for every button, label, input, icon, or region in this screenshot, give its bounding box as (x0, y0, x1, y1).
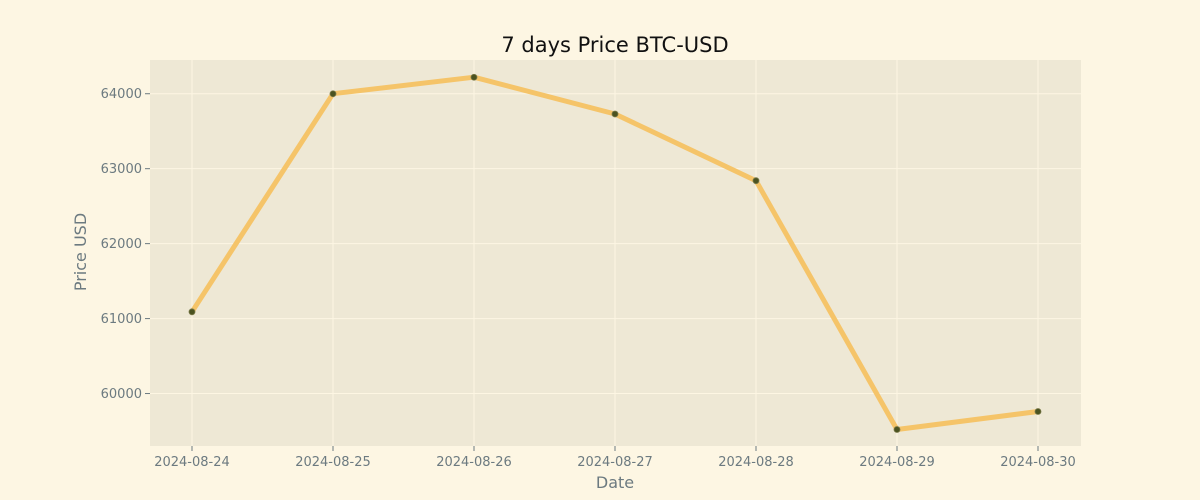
data-point (611, 110, 619, 118)
data-point (188, 308, 196, 316)
series-layer (188, 73, 1042, 433)
x-tick-label: 2024-08-25 (295, 455, 371, 470)
data-point (470, 73, 478, 81)
y-axis-label: Price USD (71, 213, 90, 291)
x-tick-label: 2024-08-28 (718, 455, 794, 470)
x-tick-label: 2024-08-24 (154, 455, 230, 470)
x-tick-label: 2024-08-26 (436, 455, 512, 470)
data-point (893, 426, 901, 433)
data-point (752, 177, 760, 185)
grid-lines (150, 60, 1081, 446)
data-point (329, 90, 337, 98)
y-tick-label: 64000 (101, 87, 142, 102)
y-axis-ticks: 60000 61000 62000 63000 64000 (101, 87, 150, 402)
y-tick-label: 62000 (101, 237, 142, 252)
x-axis-label: Date (596, 473, 634, 492)
y-tick-label: 63000 (101, 162, 142, 177)
x-tick-label: 2024-08-29 (859, 455, 935, 470)
y-tick-label: 61000 (101, 312, 142, 327)
data-point (1034, 408, 1042, 415)
y-tick-label: 60000 (101, 387, 142, 402)
chart-title: 7 days Price BTC-USD (501, 33, 728, 57)
x-axis-ticks: 2024-08-24 2024-08-25 2024-08-26 2024-08-27… (154, 446, 1076, 470)
x-tick-label: 2024-08-27 (577, 455, 653, 470)
x-tick-label: 2024-08-30 (1000, 455, 1076, 470)
